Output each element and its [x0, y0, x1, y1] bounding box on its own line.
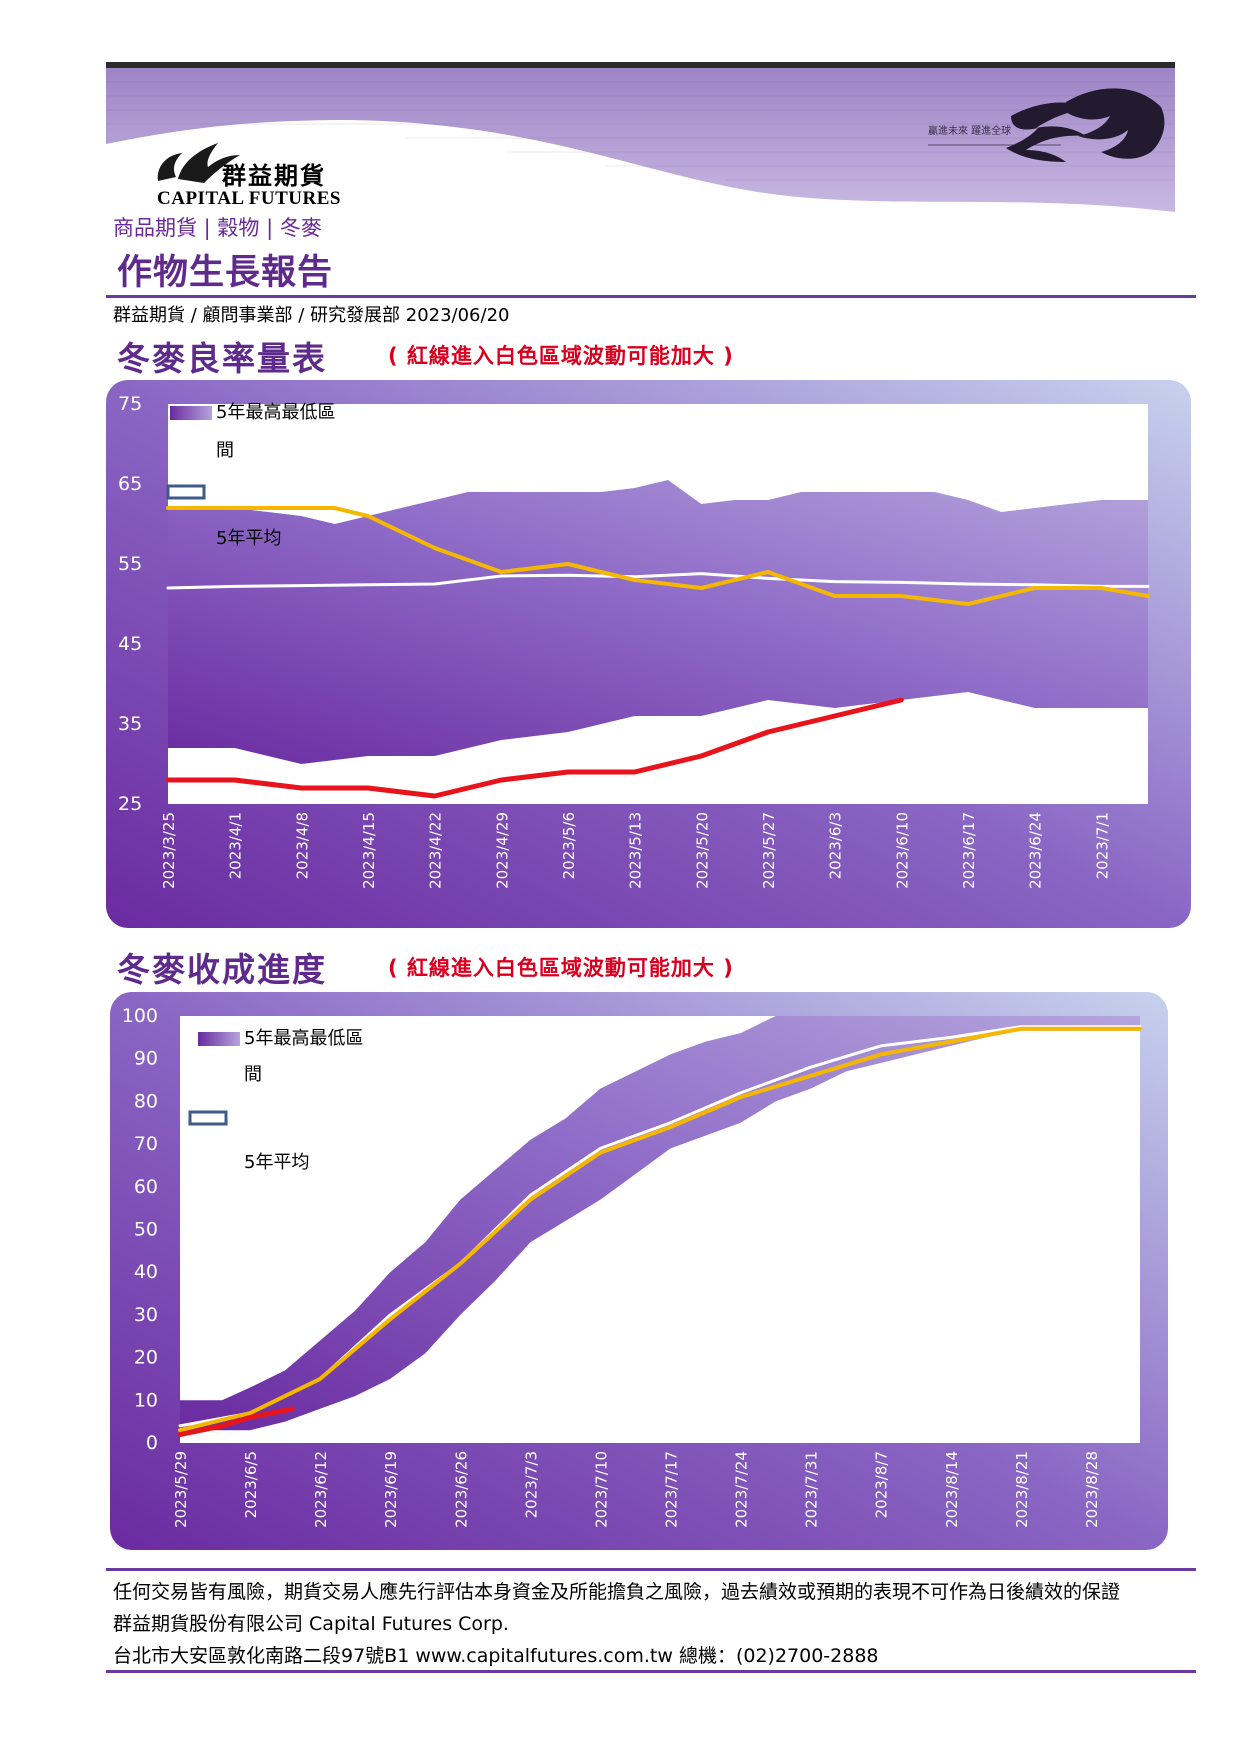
legend-swatch-band	[170, 406, 212, 420]
section-note-harvest: ( 紅線進入白色區域波動可能加大 )	[388, 956, 734, 980]
x-tick-label: 2023/7/17	[663, 1451, 681, 1528]
chart-condition-svg: 25 35 45 55 65 75 2023/3/25 2023/4/1 2023/4/8 20…	[106, 380, 1191, 928]
banner-slogan: 贏進未來 躍進全球	[928, 124, 1011, 137]
band-5yr-range	[168, 480, 1148, 764]
y-tick-label: 65	[118, 473, 142, 495]
series-this-year	[177, 1406, 295, 1437]
footer-disclaimer: 任何交易皆有風險，期貨交易人應先行評估本身資金及所能擔負之風險，過去績效或預期的…	[113, 1581, 1121, 1603]
section-title-condition: 冬麥良率量表	[117, 339, 327, 378]
y-tick-label: 50	[134, 1219, 158, 1241]
x-tick-label: 2023/6/19	[382, 1451, 400, 1528]
series-last-year	[178, 1026, 1142, 1433]
series-this-year	[165, 697, 904, 799]
x-tick-label: 2023/7/10	[592, 1451, 610, 1528]
x-tick-label: 2023/7/24	[733, 1451, 751, 1528]
y-tick-label: 45	[118, 633, 142, 655]
legend-swatch-avg	[166, 484, 206, 500]
band-5yr-range	[180, 1016, 1140, 1431]
category-breadcrumb: 商品期貨 | 穀物 | 冬麥	[113, 216, 322, 240]
x-tick-label: 2023/7/31	[803, 1451, 821, 1528]
eagle-logo-icon	[157, 143, 240, 183]
x-tick-label: 2023/5/13	[627, 812, 645, 889]
x-tick-label: 2023/4/29	[493, 812, 511, 889]
legend-label-avg: 5年平均	[244, 1152, 309, 1173]
y-tick-label: 90	[134, 1048, 158, 1070]
footer-company: 群益期貨股份有限公司 Capital Futures Corp.	[113, 1613, 509, 1635]
logo-chinese: 群益期貨	[222, 161, 326, 190]
x-tick-label: 2023/7/3	[522, 1451, 540, 1518]
section-title-harvest: 冬麥收成進度	[117, 950, 327, 989]
x-tick-label: 2023/5/29	[172, 1451, 190, 1528]
y-tick-label: 75	[118, 393, 142, 415]
x-tick-label: 2023/5/6	[560, 812, 578, 879]
chart-condition: 25 35 45 55 65 75 2023/3/25 2023/4/1 2023/4/8 20…	[106, 380, 1191, 928]
chart-harvest-svg: 0 10 20 30 40 50 60 70 80 90 100 2023/5/29 2023/6/5…	[110, 992, 1168, 1550]
x-tick-label: 2023/6/17	[960, 812, 978, 889]
x-tick-label: 2023/4/15	[360, 812, 378, 889]
y-tick-label: 60	[134, 1176, 158, 1198]
x-tick-label: 2023/8/7	[873, 1451, 891, 1518]
x-tick-label: 2023/6/5	[242, 1451, 260, 1518]
legend-label-band-1: 5年最高最低區	[244, 1028, 363, 1049]
legend-label-avg: 5年平均	[216, 528, 281, 549]
y-tick-label: 25	[118, 793, 142, 815]
y-tick-label: 20	[134, 1347, 158, 1369]
x-tick-label: 2023/6/3	[827, 812, 845, 879]
lion-icon	[1006, 88, 1165, 162]
x-tick-label: 2023/6/24	[1027, 812, 1045, 889]
x-tick-label: 2023/4/22	[427, 812, 445, 889]
title-divider	[106, 295, 1196, 298]
header-banner: 贏進未來 躍進全球	[106, 62, 1175, 212]
footer-divider-bottom	[106, 1670, 1196, 1673]
x-tick-label: 2023/8/14	[943, 1451, 961, 1528]
x-tick-label: 2023/7/1	[1093, 812, 1111, 879]
x-tick-label: 2023/6/26	[452, 1451, 470, 1528]
x-tick-label: 2023/8/28	[1083, 1451, 1101, 1528]
legend-swatch-avg	[188, 1110, 228, 1126]
byline: 群益期貨 / 顧問事業部 / 研究發展部 2023/06/20	[113, 305, 510, 326]
y-tick-label: 70	[134, 1133, 158, 1155]
footer-address: 台北市大安區敦化南路二段97號B1 www.capitalfutures.com…	[113, 1645, 879, 1667]
legend-swatch-band	[198, 1032, 240, 1046]
x-tick-label: 2023/4/8	[293, 812, 311, 879]
logo-english: CAPITAL FUTURES	[157, 188, 341, 209]
section-note-condition: ( 紅線進入白色區域波動可能加大 )	[388, 344, 734, 368]
y-tick-label: 40	[134, 1261, 158, 1283]
y-tick-label: 55	[118, 553, 142, 575]
page-title: 作物生長報告	[117, 253, 334, 293]
x-tick-label: 2023/5/20	[693, 812, 711, 889]
y-tick-label: 10	[134, 1389, 158, 1411]
series-last-year	[166, 506, 1150, 606]
x-tick-label: 2023/4/1	[227, 812, 245, 879]
legend-label-band-2: 間	[244, 1064, 262, 1085]
footer-divider-top	[106, 1568, 1196, 1571]
x-tick-label: 2023/6/12	[312, 1451, 330, 1528]
y-tick-label: 35	[118, 713, 142, 735]
legend-label-band-1: 5年最高最低區	[216, 402, 335, 423]
y-tick-label: 100	[122, 1005, 158, 1027]
x-tick-label: 2023/3/25	[160, 812, 178, 889]
x-tick-label: 2023/5/27	[760, 812, 778, 889]
y-tick-label: 0	[146, 1432, 158, 1454]
x-tick-label: 2023/6/10	[893, 812, 911, 889]
y-tick-label: 30	[134, 1304, 158, 1326]
series-5yr-average	[166, 572, 1150, 590]
legend-label-band-2: 間	[216, 440, 234, 461]
x-tick-label: 2023/8/21	[1013, 1451, 1031, 1528]
y-tick-label: 80	[134, 1090, 158, 1112]
chart-harvest: 0 10 20 30 40 50 60 70 80 90 100 2023/5/29 2023/6/5…	[110, 992, 1168, 1550]
